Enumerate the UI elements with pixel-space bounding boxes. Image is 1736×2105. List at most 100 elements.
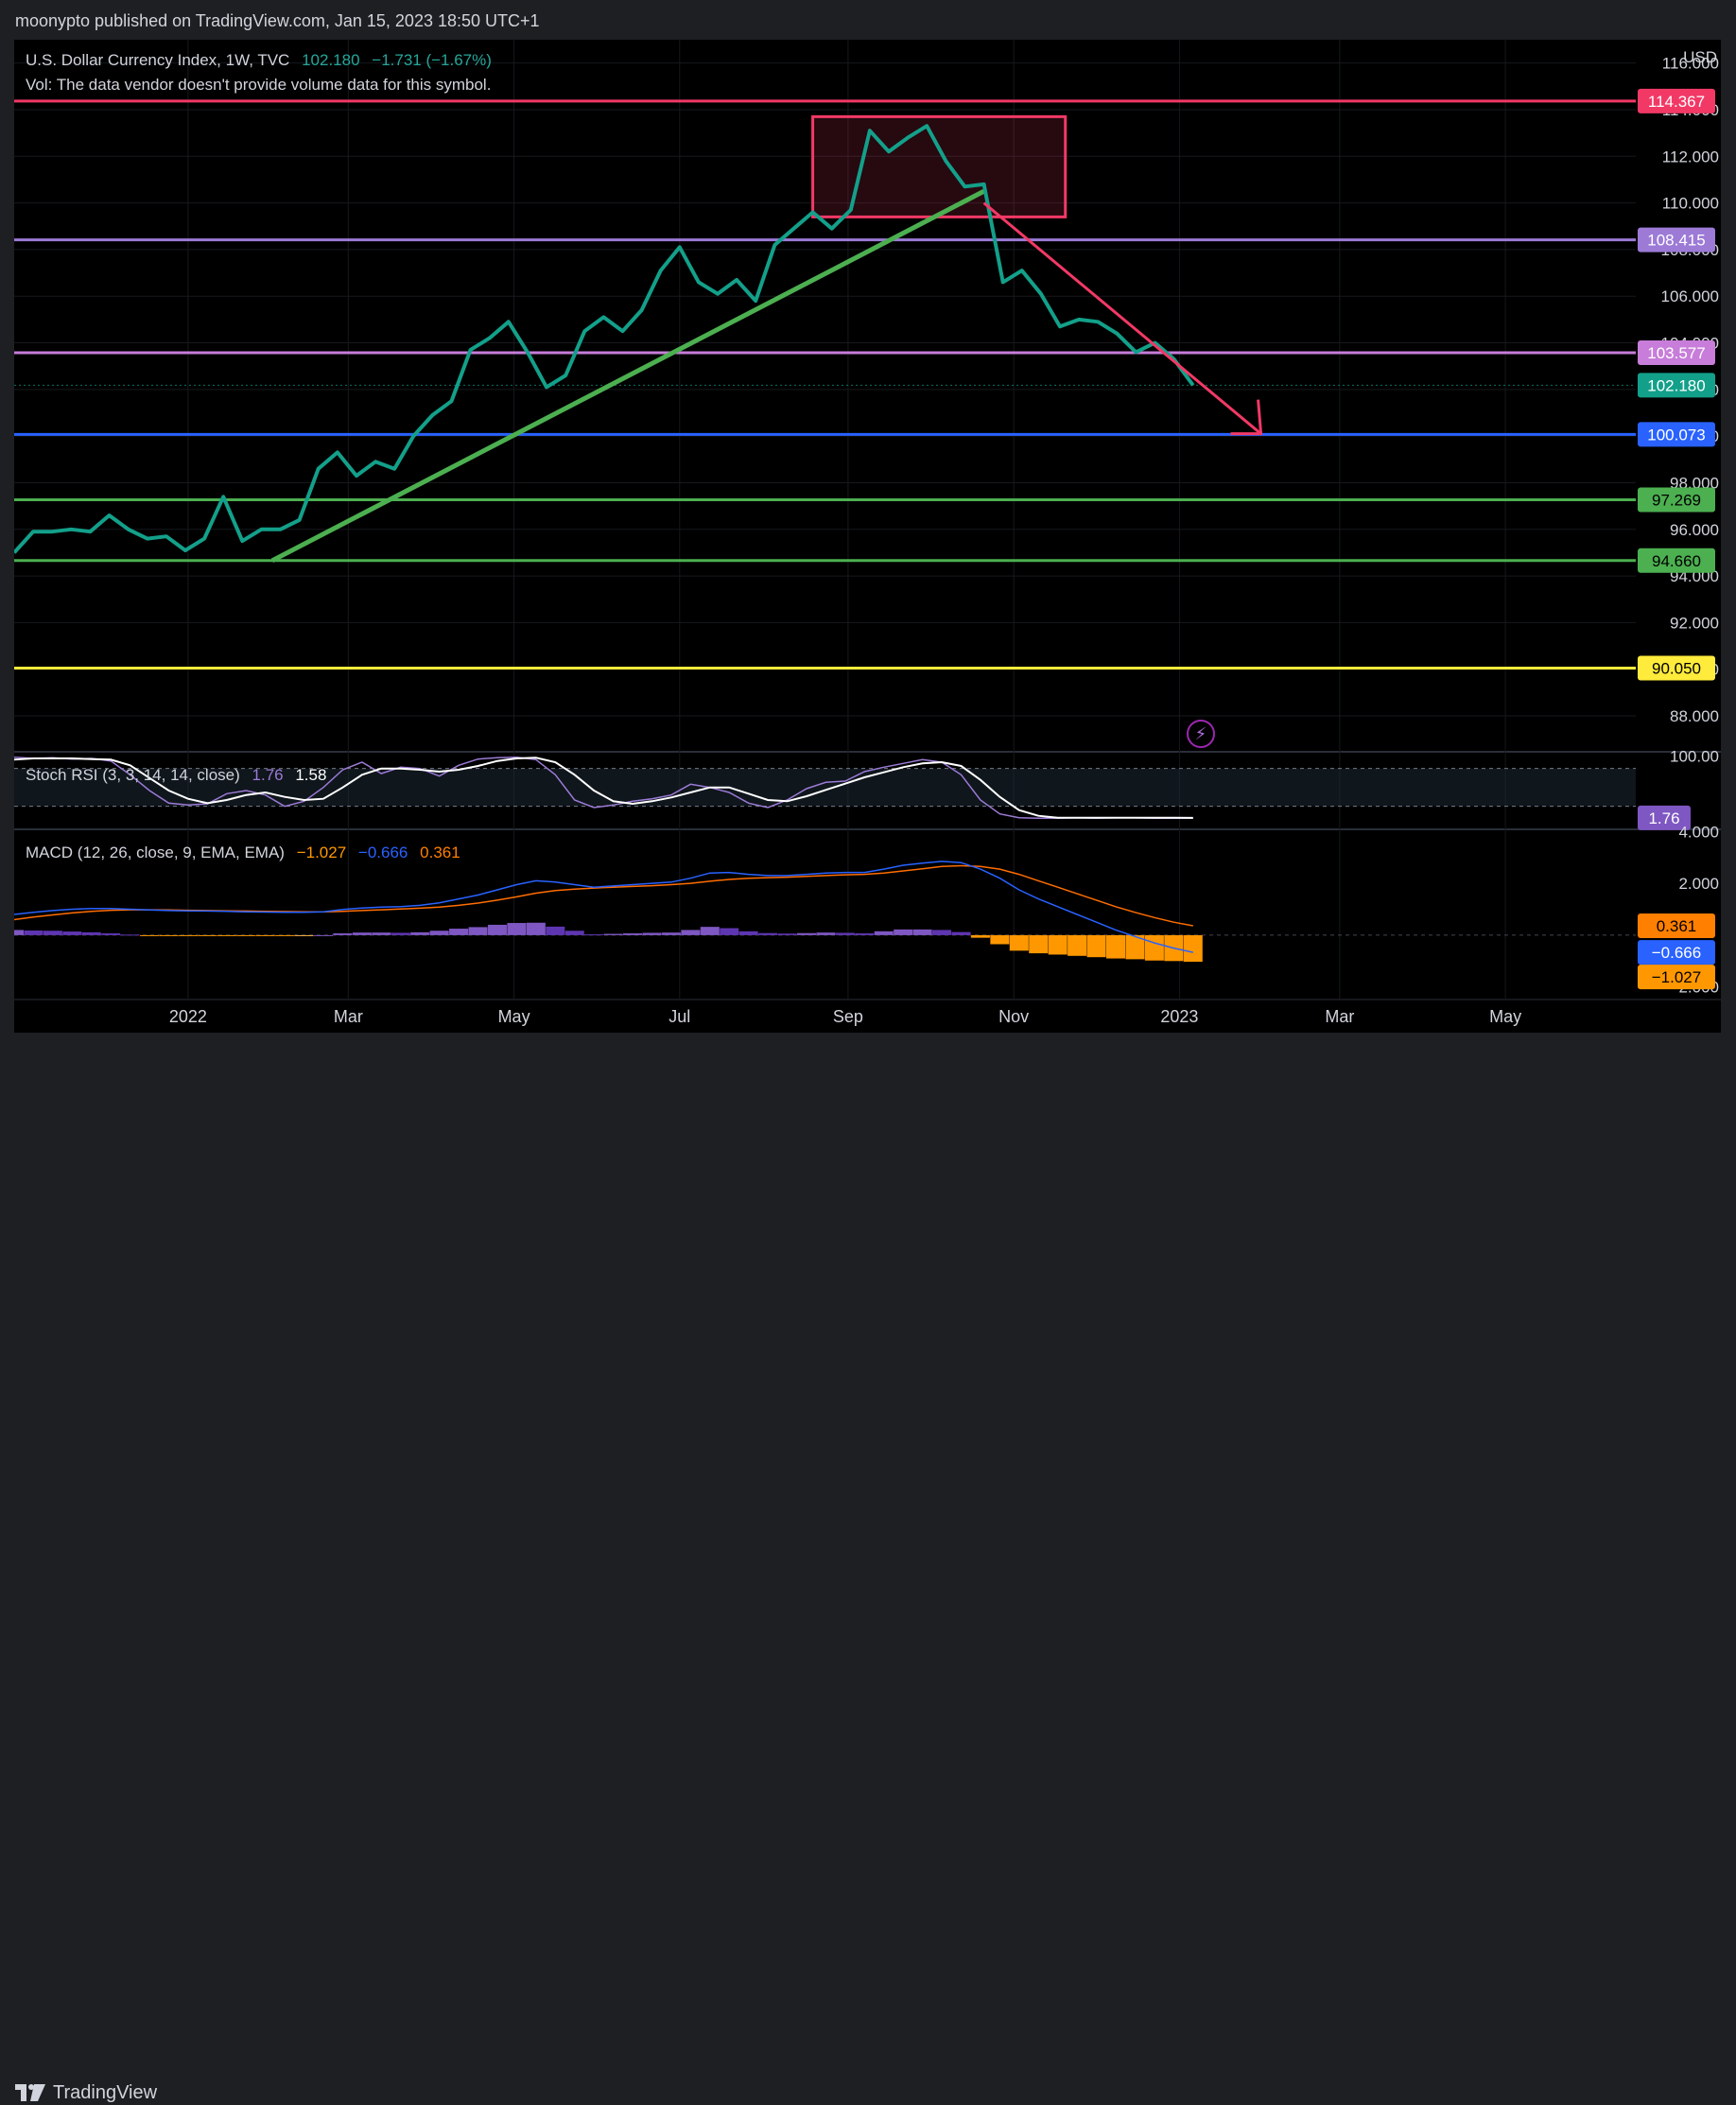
x-tick-label: Mar	[334, 1007, 363, 1026]
x-tick-label: Nov	[998, 1007, 1029, 1026]
stoch-legend[interactable]: Stoch RSI (3, 3, 14, 14, close) 1.76 1.5…	[26, 766, 334, 785]
macd-histogram-bar	[584, 934, 603, 935]
price-level-label: 103.577	[1647, 344, 1705, 362]
x-tick-label: May	[1489, 1007, 1521, 1026]
macd-histogram-bar	[333, 933, 352, 935]
macd-last-label: −1.027	[1652, 968, 1701, 986]
macd-histogram-bar	[410, 932, 429, 935]
macd-histogram-bar	[565, 931, 584, 935]
macd-histogram-bar	[816, 932, 835, 935]
volume-note: Vol: The data vendor doesn't provide vol…	[26, 76, 491, 95]
macd-histogram-bar	[1068, 935, 1086, 956]
chart-canvas[interactable]: 116.000114.000112.000110.000108.000106.0…	[0, 0, 1736, 1086]
price-level-label: 102.180	[1647, 376, 1705, 394]
macd-histogram-bar	[662, 932, 681, 935]
x-tick-label: Mar	[1325, 1007, 1354, 1026]
stoch-last-label: 1.76	[1648, 809, 1679, 827]
macd-histogram-bar	[623, 933, 642, 935]
x-tick-label: Jul	[668, 1007, 690, 1026]
macd-histogram-bar	[739, 931, 758, 935]
macd-histogram-bar	[642, 932, 661, 934]
macd-pane	[5, 861, 1636, 962]
macd-histogram-bar	[913, 930, 932, 935]
macd-histogram-bar	[256, 935, 275, 936]
macd-histogram-bar	[681, 930, 700, 934]
symbol-title[interactable]: U.S. Dollar Currency Index, 1W, TVC	[26, 51, 289, 69]
macd-histogram-bar	[236, 935, 255, 936]
price-level-label: 97.269	[1652, 491, 1701, 509]
signal-line	[14, 866, 1193, 927]
macd-histogram-bar	[198, 935, 217, 936]
stoch-d-value: 1.58	[295, 766, 326, 784]
time-axis: 2022 Mar May Jul Sep Nov 2023 Mar May	[169, 1007, 1521, 1026]
bottom-bar: TradingView	[0, 1033, 1736, 1086]
macd-histogram-bar	[314, 935, 333, 936]
macd-histogram-bar	[836, 932, 855, 934]
price-level-label: 108.415	[1647, 232, 1705, 250]
macd-histogram-bar	[855, 933, 874, 935]
macd-histogram-bar	[275, 935, 294, 936]
macd-histogram-bar	[372, 932, 391, 935]
macd-histogram-bar	[932, 930, 951, 934]
down-arrow-line	[984, 203, 1261, 434]
macd-histogram-bar	[121, 934, 140, 935]
macd-histogram-bar	[430, 931, 449, 935]
macd-histogram-bar	[894, 930, 912, 935]
macd-histogram-bar	[507, 923, 526, 935]
macd-histogram-bar	[701, 927, 720, 935]
macd-histogram-bar	[875, 931, 894, 935]
macd-histogram-bar	[295, 935, 314, 936]
price-level-label: 100.073	[1647, 426, 1705, 444]
macd-title[interactable]: MACD (12, 26, close, 9, EMA, EMA)	[26, 844, 285, 861]
macd-y-tick: 4.000	[1678, 823, 1719, 841]
x-tick-label: Sep	[833, 1007, 863, 1026]
y-tick-label: 112.000	[1662, 148, 1719, 165]
macd-histogram-bar	[179, 935, 198, 936]
macd-histogram-bar	[1145, 935, 1164, 961]
macd-histogram-bar	[469, 927, 488, 934]
hist-value: 0.361	[420, 844, 460, 861]
x-tick-label: May	[498, 1007, 530, 1026]
tradingview-logo[interactable]: TradingView	[15, 2080, 157, 2105]
macd-histogram-bar	[1010, 935, 1029, 950]
macd-histogram-bar	[527, 923, 546, 935]
tradingview-logo-icon	[15, 2084, 45, 2101]
macd-histogram-bar	[159, 935, 178, 936]
signal-value: −0.666	[358, 844, 408, 861]
macd-histogram-bar	[43, 931, 62, 935]
support-trendline	[272, 191, 984, 561]
macd-legend[interactable]: MACD (12, 26, close, 9, EMA, EMA) −1.027…	[26, 844, 468, 862]
price-level-label: 90.050	[1652, 659, 1701, 677]
macd-histogram-bar	[758, 933, 777, 935]
macd-histogram-bar	[1087, 935, 1106, 957]
macd-histogram-bar	[990, 935, 1009, 945]
x-tick-label: 2023	[1160, 1007, 1198, 1026]
symbol-legend[interactable]: U.S. Dollar Currency Index, 1W, TVC 102.…	[26, 51, 499, 70]
y-tick-label: 110.000	[1662, 195, 1719, 213]
x-tick-label: 2022	[169, 1007, 207, 1026]
price-level-label: 94.660	[1652, 552, 1701, 570]
macd-histogram-bar	[778, 933, 797, 935]
macd-histogram-bar	[449, 929, 468, 935]
macd-histogram-bar	[353, 932, 372, 935]
macd-histogram-bar	[971, 935, 990, 938]
macd-histogram-bar	[140, 935, 159, 936]
macd-histogram-bar	[5, 930, 24, 934]
currency-label: USD	[1683, 48, 1717, 66]
main-pane	[14, 101, 1636, 669]
y-tick-label: 92.000	[1670, 614, 1719, 632]
stoch-k-value: 1.76	[252, 766, 284, 784]
macd-histogram-bar	[720, 929, 738, 935]
macd-last-label: 0.361	[1657, 917, 1697, 935]
macd-histogram-bar	[101, 933, 120, 935]
macd-histogram-bar	[546, 927, 564, 935]
macd-histogram-bar	[1029, 935, 1048, 953]
y-tick-label: 88.000	[1670, 707, 1719, 725]
macd-histogram-bar	[82, 932, 101, 935]
lightning-icon[interactable]: ⚡	[1187, 720, 1215, 748]
macd-histogram-bar	[391, 932, 410, 934]
macd-y-tick: 2.000	[1678, 875, 1719, 893]
stoch-title[interactable]: Stoch RSI (3, 3, 14, 14, close)	[26, 766, 240, 784]
macd-histogram-bar	[1049, 935, 1068, 955]
stoch-y-tick: 100.00	[1670, 747, 1719, 765]
